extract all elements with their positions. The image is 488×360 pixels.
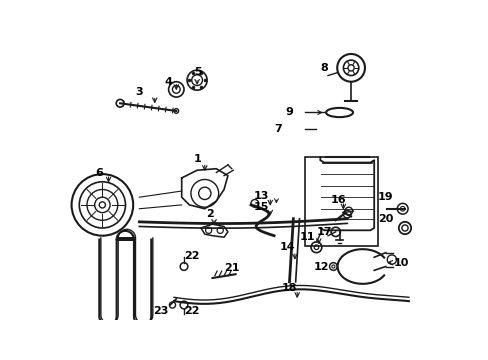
Text: 6: 6 — [95, 167, 103, 177]
Text: 11: 11 — [299, 232, 314, 242]
Text: 9: 9 — [285, 108, 293, 117]
Text: 16: 16 — [329, 194, 345, 204]
Text: 13: 13 — [253, 191, 268, 201]
Text: 12: 12 — [313, 261, 329, 271]
Text: 22: 22 — [183, 306, 199, 316]
Text: 15: 15 — [253, 202, 268, 212]
Text: 10: 10 — [393, 258, 408, 267]
Text: 7: 7 — [273, 125, 281, 134]
Text: 18: 18 — [281, 283, 297, 293]
Text: 8: 8 — [320, 63, 327, 73]
Text: 3: 3 — [135, 87, 143, 97]
Text: 23: 23 — [153, 306, 168, 316]
Text: 14: 14 — [279, 242, 294, 252]
Text: 2: 2 — [206, 209, 214, 219]
Text: 1: 1 — [193, 154, 201, 164]
Text: 4: 4 — [164, 77, 172, 87]
Text: 22: 22 — [183, 252, 199, 261]
Text: 21: 21 — [224, 263, 239, 273]
Text: 17: 17 — [316, 227, 331, 237]
Text: 20: 20 — [377, 214, 393, 224]
Bar — [305, 157, 377, 246]
Text: 19: 19 — [377, 192, 393, 202]
Text: 5: 5 — [194, 67, 201, 77]
